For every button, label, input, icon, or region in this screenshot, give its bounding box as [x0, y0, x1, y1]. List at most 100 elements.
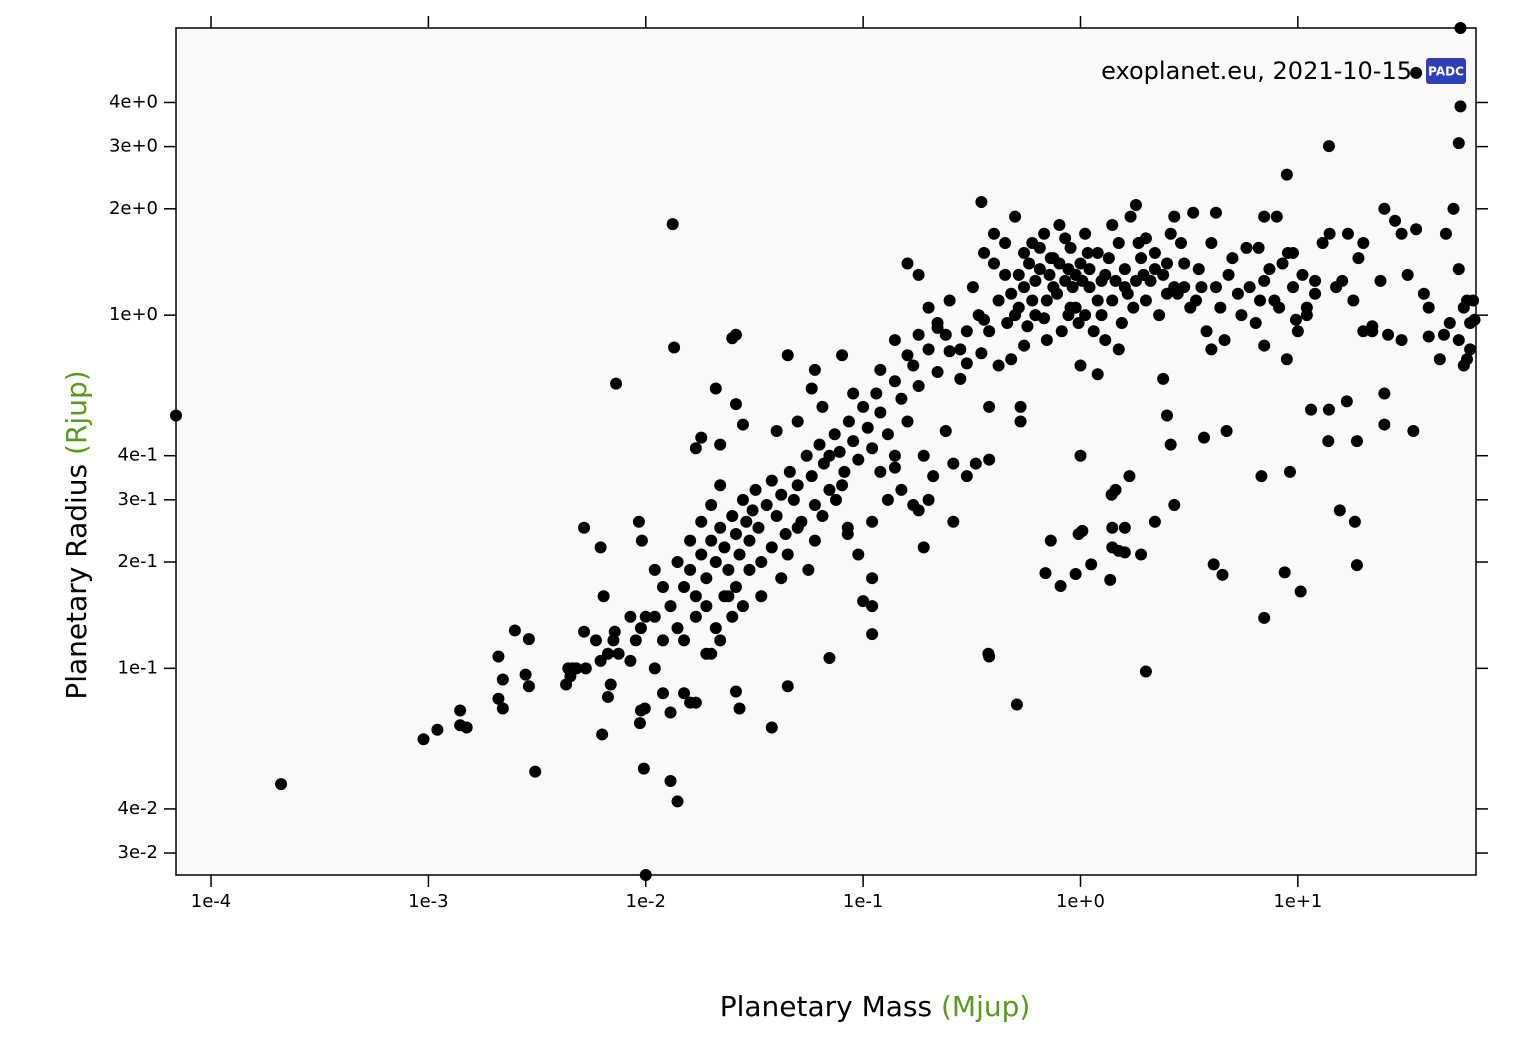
point	[1091, 294, 1104, 307]
point	[736, 600, 749, 613]
point	[1164, 438, 1177, 451]
point	[1053, 257, 1066, 270]
point	[709, 556, 722, 569]
point	[656, 634, 669, 647]
point	[770, 424, 783, 437]
y-tick-label: 2e+0	[109, 198, 158, 219]
point	[861, 421, 874, 434]
point	[1439, 227, 1452, 240]
y-axis-unit: (Rjup)	[60, 370, 93, 455]
point	[1139, 665, 1152, 678]
point	[901, 349, 914, 362]
point	[842, 415, 855, 428]
point	[1021, 320, 1034, 333]
point	[1127, 301, 1140, 314]
point	[829, 493, 842, 506]
point	[775, 488, 788, 501]
point	[1109, 274, 1122, 287]
point	[431, 723, 444, 736]
point	[1209, 206, 1222, 219]
point	[722, 590, 735, 603]
point	[1066, 281, 1079, 294]
point	[1407, 424, 1420, 437]
y-tick-label: 3e-2	[118, 842, 158, 863]
point	[781, 349, 794, 362]
point	[987, 227, 1000, 240]
point	[791, 415, 804, 428]
point	[833, 445, 846, 458]
point	[729, 685, 742, 698]
point	[787, 493, 800, 506]
point	[954, 372, 967, 385]
point	[760, 499, 773, 512]
point	[417, 733, 430, 746]
point	[852, 453, 865, 466]
point	[689, 442, 702, 455]
point	[1029, 309, 1042, 322]
point	[1106, 218, 1119, 231]
point	[874, 465, 887, 478]
point	[1135, 548, 1148, 561]
point	[1252, 241, 1265, 254]
point	[729, 528, 742, 541]
point	[1454, 100, 1467, 113]
point	[656, 687, 669, 700]
point	[765, 474, 778, 487]
point	[733, 702, 746, 715]
point	[635, 534, 648, 547]
point	[907, 499, 920, 512]
point	[1012, 268, 1025, 281]
point	[596, 728, 609, 741]
point	[770, 509, 783, 522]
point	[1124, 210, 1137, 223]
point	[1160, 257, 1173, 270]
point	[866, 628, 879, 641]
point	[1417, 287, 1430, 300]
logo-text: PADC	[1428, 65, 1464, 79]
point	[895, 483, 908, 496]
point	[901, 415, 914, 428]
point	[1340, 395, 1353, 408]
point	[808, 534, 821, 547]
point	[1178, 257, 1191, 270]
point	[1401, 268, 1414, 281]
point	[852, 548, 865, 561]
point	[1467, 294, 1480, 307]
point	[823, 449, 836, 462]
point	[881, 428, 894, 441]
point	[1059, 232, 1072, 245]
point	[1157, 372, 1170, 385]
point	[1452, 334, 1465, 347]
point	[791, 479, 804, 492]
point	[1323, 227, 1336, 240]
point	[1218, 334, 1231, 347]
point	[966, 281, 979, 294]
point	[714, 479, 727, 492]
point	[1083, 263, 1096, 276]
point	[689, 696, 702, 709]
point	[1389, 214, 1402, 227]
point	[1074, 449, 1087, 462]
point	[492, 692, 505, 705]
point	[1014, 415, 1027, 428]
point	[607, 634, 620, 647]
point	[664, 600, 677, 613]
point	[1109, 483, 1122, 496]
point	[1378, 387, 1391, 400]
point	[888, 449, 901, 462]
point	[1273, 301, 1286, 314]
point	[695, 548, 708, 561]
point	[1144, 274, 1157, 287]
point	[1018, 246, 1031, 259]
point	[1263, 263, 1276, 276]
point	[1350, 435, 1363, 448]
point	[947, 457, 960, 470]
point	[1038, 227, 1051, 240]
point	[624, 610, 637, 623]
y-tick-label: 2e-1	[118, 551, 158, 572]
point	[752, 521, 765, 534]
point	[736, 418, 749, 431]
point	[1055, 325, 1068, 338]
point	[610, 377, 623, 390]
point	[700, 600, 713, 613]
